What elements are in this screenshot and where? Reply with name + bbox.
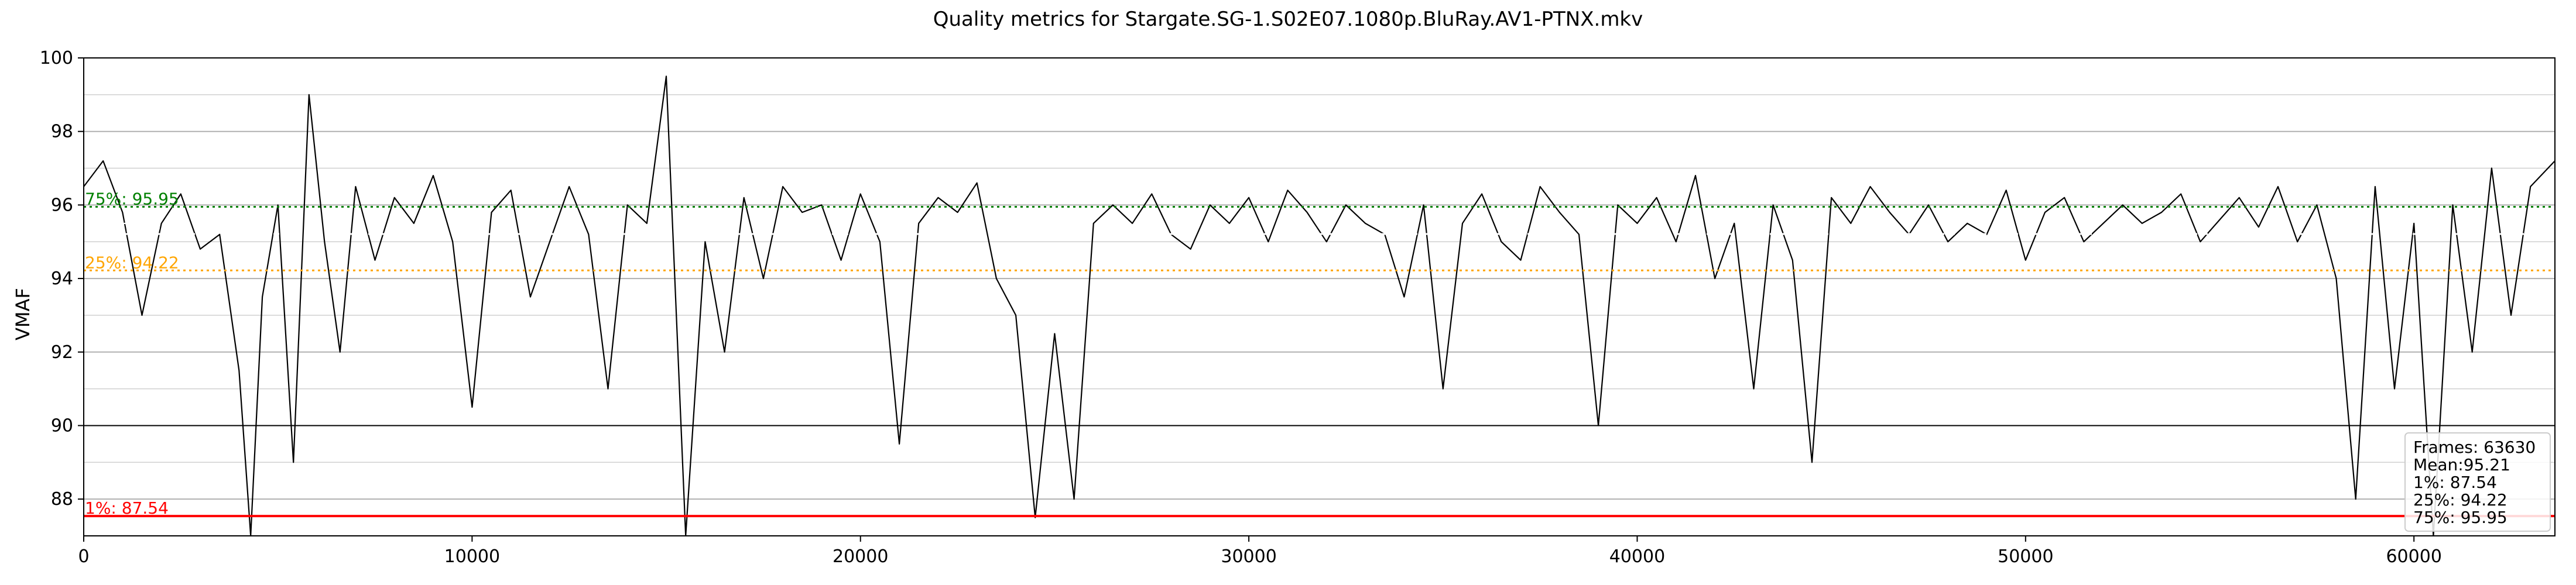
x-tick-label: 20000 — [833, 546, 888, 567]
grid — [84, 57, 2555, 500]
legend-entry: Frames: 63630 — [2413, 438, 2536, 457]
y-tick-label: 100 — [40, 48, 73, 68]
y-tick-label: 90 — [51, 415, 73, 436]
x-tick-label: 40000 — [1609, 546, 1665, 567]
legend-frame — [2404, 432, 2551, 532]
plot-frame — [83, 57, 2556, 536]
y-tick-label: 98 — [51, 122, 73, 142]
reference-line-label: 75%: 95.95 — [85, 190, 179, 209]
vmaf-trace — [83, 75, 2556, 537]
reference-line-label: 25%: 94.22 — [85, 253, 179, 272]
y-axis-ticks: 88 90 92 94 96 98 100 — [40, 48, 84, 510]
legend-entry: 1%: 87.54 — [2413, 473, 2497, 492]
chart-title: Quality metrics for Stargate.SG-1.S02E07… — [933, 8, 1643, 31]
reference-line-label: 1%: 87.54 — [85, 498, 169, 518]
y-tick-label: 92 — [51, 342, 73, 363]
x-tick-label: 0 — [78, 546, 89, 567]
y-tick-label: 88 — [51, 489, 73, 510]
y-tick-label: 96 — [51, 195, 73, 215]
reference-line-label: Mean: 95.21 — [85, 216, 187, 236]
legend-entry: 25%: 94.22 — [2413, 490, 2508, 510]
y-tick-label: 94 — [51, 269, 73, 289]
x-tick-label: 50000 — [1998, 546, 2053, 567]
x-axis-ticks: 0 10000 20000 30000 40000 50000 60000 — [78, 536, 2442, 567]
y-axis-label: VMAF — [12, 288, 34, 340]
x-tick-label: 10000 — [444, 546, 500, 567]
vmaf-series-line — [83, 75, 2556, 537]
x-tick-label: 30000 — [1221, 546, 1276, 567]
x-tick-label: 60000 — [2386, 546, 2441, 567]
legend-entry: 75%: 95.95 — [2413, 508, 2508, 527]
legend-entry: Mean:95.21 — [2413, 455, 2510, 474]
